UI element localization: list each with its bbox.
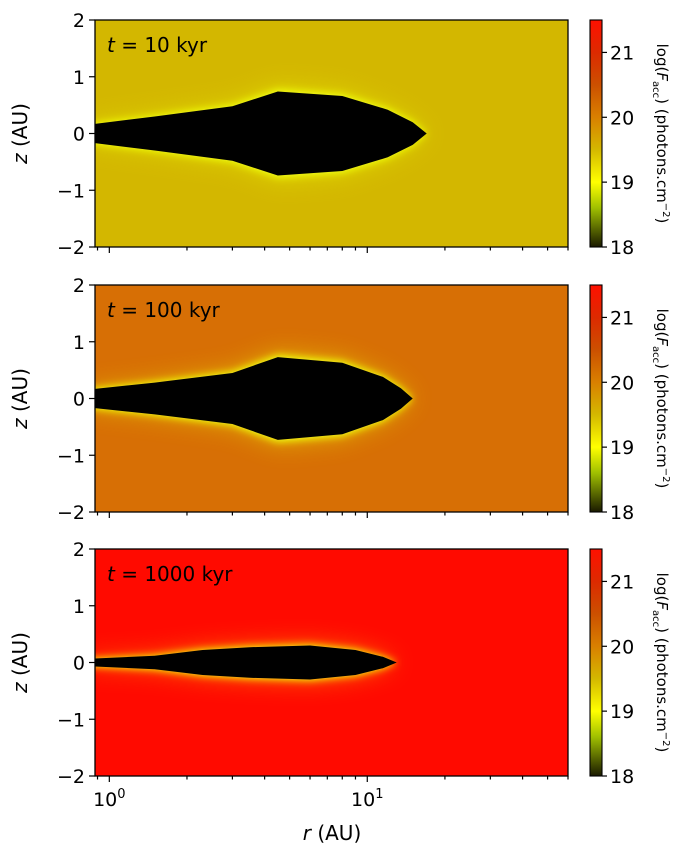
y-tick-label: 2 (73, 275, 85, 297)
panel-time-var: t (107, 298, 116, 322)
y-axis-label-var: z (8, 153, 32, 165)
colorbar-label-cbar-label-mid: ) (photons.cm (653, 627, 671, 732)
y-axis-label: z (AU) (8, 632, 32, 694)
colorbar-tick-label: 18 (610, 766, 634, 788)
x-tick-label: 100 (93, 787, 125, 811)
colorbar-gradient (589, 548, 603, 777)
disk-shadow (95, 645, 397, 680)
colorbar-label-cbar-label-var: F (653, 601, 671, 610)
y-tick-label: 2 (73, 539, 85, 561)
y-tick-label: −2 (57, 766, 85, 788)
x-tick-label-base: 10 (351, 789, 375, 811)
y-tick-label: 1 (73, 67, 85, 89)
y-axis-label-unit: (AU) (8, 368, 32, 418)
colorbar-label-cbar-label-end: ) (653, 483, 671, 489)
colorbar-tick-label: 18 (610, 237, 634, 259)
y-axis-label-var: z (8, 418, 32, 430)
panel-time-label: t = 100 kyr (107, 298, 221, 322)
colorbar-label-cbar-label-var: F (653, 72, 671, 81)
colorbar-label-cbar-label-sup: −2 (660, 732, 671, 747)
colorbar: 21 20 19 18 log(Facc) (photons.cm−2) (589, 548, 671, 788)
panel-time-value: = 10 kyr (115, 33, 208, 57)
colorbar-tick-label: 19 (610, 437, 634, 459)
colorbar-tick-label: 19 (610, 701, 634, 723)
colorbar-label-cbar-label-prefix: log( (653, 44, 671, 73)
x-tick-label-exponent: 0 (117, 787, 125, 802)
y-tick-label: 0 (73, 389, 85, 411)
heatmap-area (95, 549, 568, 776)
colorbar-gradient (589, 284, 603, 513)
y-axis-label-var: z (8, 682, 32, 694)
y-tick-label: 0 (73, 653, 85, 675)
y-tick-label: 0 (73, 124, 85, 146)
panel-1: 210−1−2z (AU)t = 10 kyr 21201918log(Facc)… (8, 10, 671, 259)
colorbar-label-cbar-label-sub: acc (650, 81, 661, 98)
y-tick-label: 2 (73, 10, 85, 32)
y-tick-label: −1 (57, 445, 85, 467)
colorbar-label-cbar-label-prefix: log( (653, 573, 671, 602)
colorbar-tick-label: 18 (610, 502, 634, 524)
colorbar-tick-label: 20 (610, 636, 634, 658)
panel-time-var: t (107, 33, 116, 57)
colorbar-label-cbar-label-var: F (653, 337, 671, 346)
y-axis-label-unit: (AU) (8, 103, 32, 153)
colorbar-label-cbar-label-sup: −2 (660, 468, 671, 483)
y-tick-label: 1 (73, 332, 85, 354)
panel-time-value: = 1000 kyr (115, 562, 233, 586)
colorbar-label-cbar-label-mid: ) (photons.cm (653, 363, 671, 468)
colorbar-tick-label: 20 (610, 107, 634, 129)
x-tick-label: 101 (351, 787, 383, 811)
colorbar-label-cbar-label-mid: ) (photons.cm (653, 98, 671, 203)
svg-text:r (AU): r (AU) (303, 821, 362, 845)
colorbar-label-cbar-label-prefix: log( (653, 309, 671, 338)
y-axis-label: z (AU) (8, 103, 32, 165)
colorbar-tick-label: 21 (610, 571, 634, 593)
colorbar-label-cbar-label-sub: acc (650, 346, 661, 363)
colorbar-tick-label: 19 (610, 172, 634, 194)
panel-2: 210−1−2z (AU)t = 100 kyr 21201918log(Facc… (8, 275, 671, 524)
y-axis-label: z (AU) (8, 368, 32, 430)
colorbar-label: log(Facc) (photons.cm−2) (650, 573, 671, 753)
colorbar-gradient (589, 19, 603, 248)
colorbar: 21 20 19 18 log(Facc) (photons.cm−2) (589, 19, 671, 259)
disk-shadow (95, 357, 413, 440)
colorbar-label-cbar-label-end: ) (653, 218, 671, 224)
x-tick-label-exponent: 1 (375, 787, 383, 802)
panel-time-label: t = 10 kyr (107, 33, 208, 57)
y-tick-label: 1 (73, 596, 85, 618)
colorbar-label-cbar-label-sub: acc (650, 610, 661, 627)
y-axis-label-unit: (AU) (8, 632, 32, 682)
colorbar-label-cbar-label-end: ) (653, 747, 671, 753)
colorbar-tick-label: 21 (610, 42, 634, 64)
colorbar-label: log(Facc) (photons.cm−2) (650, 309, 671, 489)
colorbar-label-cbar-label-sup: −2 (660, 203, 671, 218)
colorbar-tick-label: 21 (610, 307, 634, 329)
y-tick-label: −2 (57, 237, 85, 259)
y-tick-label: −2 (57, 502, 85, 524)
colorbar: 21 20 19 18 log(Facc) (photons.cm−2) (589, 284, 671, 524)
heatmap-area (95, 285, 568, 512)
y-tick-label: −1 (57, 709, 85, 731)
panel-time-label: t = 1000 kyr (107, 562, 233, 586)
colorbar-tick-label: 20 (610, 372, 634, 394)
disk-shadow (95, 91, 427, 176)
panel-time-value: = 100 kyr (115, 298, 221, 322)
x-tick-label-base: 10 (93, 789, 117, 811)
panel-time-var: t (107, 562, 116, 586)
colorbar-label: log(Facc) (photons.cm−2) (650, 44, 671, 224)
x-axis-label-unit: (AU) (311, 821, 361, 845)
y-tick-label: −1 (57, 180, 85, 202)
x-axis-label-var: r (303, 821, 313, 845)
heatmap-area (95, 20, 568, 247)
x-axis-label: r (AU) (303, 821, 362, 845)
